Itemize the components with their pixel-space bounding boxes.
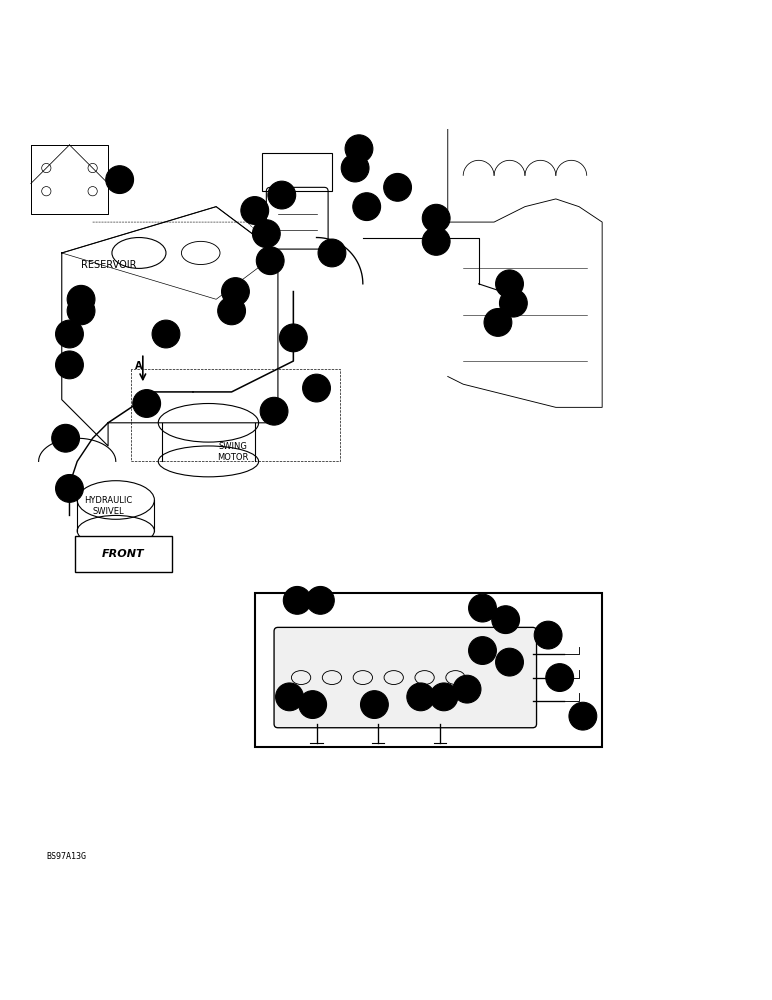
Circle shape (303, 374, 330, 402)
Text: SWING
MOTOR: SWING MOTOR (218, 442, 249, 462)
Text: 34: 34 (160, 329, 172, 339)
Circle shape (422, 227, 450, 255)
Text: 30: 30 (461, 684, 473, 694)
Text: 10: 10 (349, 163, 361, 173)
Text: 30: 30 (59, 433, 72, 443)
Circle shape (469, 637, 496, 664)
Text: 32: 32 (415, 692, 427, 702)
Circle shape (276, 683, 303, 711)
Text: 9: 9 (394, 182, 401, 192)
Bar (255, 593, 602, 747)
Text: 26: 26 (287, 333, 300, 343)
Text: 35: 35 (554, 673, 566, 683)
Text: 1: 1 (371, 700, 378, 710)
Text: 9: 9 (356, 144, 362, 154)
Circle shape (569, 702, 597, 730)
Circle shape (546, 664, 574, 691)
Text: 6: 6 (364, 202, 370, 212)
Bar (262, 153, 332, 191)
Text: A: A (580, 711, 586, 721)
Circle shape (256, 247, 284, 275)
Text: 31: 31 (438, 692, 450, 702)
FancyBboxPatch shape (274, 627, 537, 728)
FancyBboxPatch shape (75, 536, 172, 572)
Circle shape (67, 297, 95, 325)
Circle shape (430, 683, 458, 711)
Text: 3: 3 (317, 595, 323, 605)
Text: 18: 18 (310, 383, 323, 393)
Circle shape (499, 289, 527, 317)
Text: 5: 5 (310, 700, 316, 710)
Circle shape (345, 135, 373, 163)
Text: 11: 11 (260, 229, 273, 239)
Circle shape (67, 285, 95, 313)
Circle shape (152, 320, 180, 348)
Circle shape (218, 297, 245, 325)
Text: 38: 38 (141, 398, 153, 408)
Text: 8: 8 (279, 190, 285, 200)
Circle shape (268, 181, 296, 209)
Text: 33: 33 (63, 329, 76, 339)
Text: 21: 21 (492, 317, 504, 327)
Text: 41: 41 (75, 294, 87, 304)
Text: 35: 35 (63, 360, 76, 370)
Circle shape (384, 173, 411, 201)
Circle shape (56, 320, 83, 348)
Circle shape (484, 309, 512, 336)
Circle shape (260, 397, 288, 425)
Circle shape (222, 278, 249, 305)
Circle shape (422, 204, 450, 232)
Text: 18: 18 (542, 630, 554, 640)
Circle shape (496, 270, 523, 298)
Circle shape (453, 675, 481, 703)
Text: 20: 20 (476, 603, 489, 613)
Text: 29: 29 (63, 483, 76, 493)
Text: 40: 40 (75, 306, 87, 316)
Circle shape (241, 197, 269, 224)
Text: 19: 19 (499, 615, 512, 625)
Text: A: A (577, 709, 588, 723)
Circle shape (492, 606, 520, 634)
Circle shape (106, 166, 134, 194)
Circle shape (496, 648, 523, 676)
Text: 13: 13 (264, 256, 276, 266)
Text: BS97A13G: BS97A13G (46, 852, 86, 861)
Circle shape (56, 351, 83, 379)
Circle shape (407, 683, 435, 711)
Circle shape (133, 390, 161, 417)
Text: 7: 7 (329, 248, 335, 258)
Text: 16: 16 (430, 213, 442, 223)
Text: 23: 23 (507, 298, 520, 308)
Text: 37: 37 (476, 646, 489, 656)
Text: 12: 12 (249, 206, 261, 216)
Circle shape (361, 691, 388, 718)
Circle shape (299, 691, 327, 718)
Circle shape (252, 220, 280, 248)
Circle shape (52, 424, 80, 452)
Text: 4: 4 (286, 692, 293, 702)
Text: HYDRAULIC
SWIVEL: HYDRAULIC SWIVEL (84, 496, 132, 516)
Text: FRONT: FRONT (102, 549, 145, 559)
Circle shape (353, 193, 381, 221)
Text: 15: 15 (229, 287, 242, 297)
Text: 22: 22 (503, 279, 516, 289)
Circle shape (534, 621, 562, 649)
Text: 39: 39 (113, 175, 126, 185)
Circle shape (56, 475, 83, 502)
Text: 36: 36 (503, 657, 516, 667)
Circle shape (469, 594, 496, 622)
Text: 38: 38 (268, 406, 280, 416)
Text: A: A (135, 361, 143, 371)
Circle shape (283, 586, 311, 614)
Text: 14: 14 (225, 306, 238, 316)
Circle shape (318, 239, 346, 267)
Circle shape (306, 586, 334, 614)
Text: 17: 17 (430, 236, 442, 246)
Circle shape (279, 324, 307, 352)
Circle shape (341, 154, 369, 182)
Text: RESERVOIR: RESERVOIR (81, 260, 137, 270)
Text: 2: 2 (294, 595, 300, 605)
